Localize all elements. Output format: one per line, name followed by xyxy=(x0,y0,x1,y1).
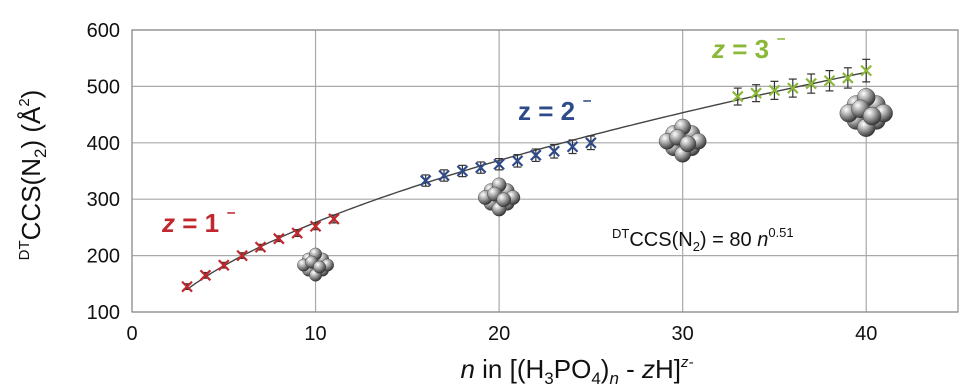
marker xyxy=(474,161,487,174)
y-tick-label: 100 xyxy=(87,302,120,324)
x-tick-label: 30 xyxy=(672,323,694,345)
marker xyxy=(493,158,505,171)
data-points xyxy=(181,58,873,293)
series-label-z3: z = 3 ⁻ xyxy=(711,32,786,64)
marker xyxy=(860,64,873,77)
cluster-n20-icon xyxy=(477,177,521,217)
data-point xyxy=(438,169,450,182)
cluster-n40-icon xyxy=(839,88,893,137)
marker xyxy=(456,165,469,177)
y-tick-label: 600 xyxy=(87,20,120,42)
data-point xyxy=(291,227,303,239)
marker xyxy=(309,220,322,233)
marker xyxy=(419,174,432,187)
series-2 xyxy=(419,135,597,187)
data-point xyxy=(511,154,524,168)
data-point xyxy=(199,269,212,282)
marker xyxy=(805,77,817,90)
marker xyxy=(731,90,744,103)
data-point xyxy=(217,259,230,271)
marker xyxy=(530,149,542,161)
data-point xyxy=(823,70,836,92)
y-tick-label: 400 xyxy=(87,133,120,155)
data-point xyxy=(254,241,267,253)
series-label-z2: z = 2 ⁻ xyxy=(518,94,592,126)
marker xyxy=(823,74,836,87)
marker xyxy=(199,269,212,282)
x-axis-ticks: 0 10 20 30 40 xyxy=(126,323,877,345)
data-point xyxy=(860,58,873,83)
data-point xyxy=(530,148,542,163)
data-point xyxy=(493,157,505,171)
marker xyxy=(842,72,854,84)
marker xyxy=(511,155,524,167)
data-point xyxy=(842,67,854,89)
marker xyxy=(438,169,450,182)
data-point xyxy=(805,73,817,94)
data-point xyxy=(585,135,597,151)
marker xyxy=(181,280,193,293)
marker xyxy=(787,82,799,94)
marker xyxy=(566,140,579,153)
grid xyxy=(131,29,958,313)
data-point xyxy=(273,232,285,245)
data-point xyxy=(731,87,744,106)
data-point xyxy=(768,80,781,100)
marker xyxy=(585,137,597,149)
marker xyxy=(254,241,267,253)
y-axis-ticks: 100 200 300 400 500 600 xyxy=(87,20,120,324)
x-axis-title: n in [(H3PO4)n - zH]z- xyxy=(460,354,693,385)
y-tick-label: 300 xyxy=(87,189,120,211)
data-point xyxy=(566,139,579,155)
marker xyxy=(291,227,303,239)
x-tick-label: 10 xyxy=(304,323,326,345)
marker xyxy=(750,87,762,99)
y-tick-label: 500 xyxy=(87,76,120,98)
data-point xyxy=(456,164,469,178)
cluster-icons xyxy=(297,88,893,282)
x-tick-label: 40 xyxy=(855,323,877,345)
data-point xyxy=(419,174,432,187)
marker xyxy=(328,213,340,225)
series-label-z1: z = 1 ⁻ xyxy=(161,206,236,238)
plot-frame xyxy=(131,29,959,313)
marker xyxy=(768,84,781,97)
marker xyxy=(236,249,248,262)
data-point xyxy=(750,84,762,103)
data-point xyxy=(236,249,248,262)
marker xyxy=(548,145,560,158)
cluster-n10-icon xyxy=(297,247,334,282)
data-point xyxy=(787,78,799,98)
series-1 xyxy=(181,213,340,293)
cluster-n30-icon xyxy=(658,118,707,163)
series-3 xyxy=(731,58,873,106)
data-point xyxy=(309,220,322,233)
marker xyxy=(273,232,285,245)
data-point xyxy=(328,213,340,225)
x-tick-label: 20 xyxy=(488,323,510,345)
data-point xyxy=(181,280,193,293)
data-point xyxy=(548,143,560,159)
marker xyxy=(217,259,230,271)
y-axis-title: DTCCS(N2) (Å2) xyxy=(16,90,50,261)
y-tick-label: 200 xyxy=(87,246,120,268)
fit-equation: DTCCS(N2) = 80 n0.51 xyxy=(612,225,794,254)
x-tick-label: 0 xyxy=(126,323,137,345)
data-point xyxy=(474,161,487,174)
